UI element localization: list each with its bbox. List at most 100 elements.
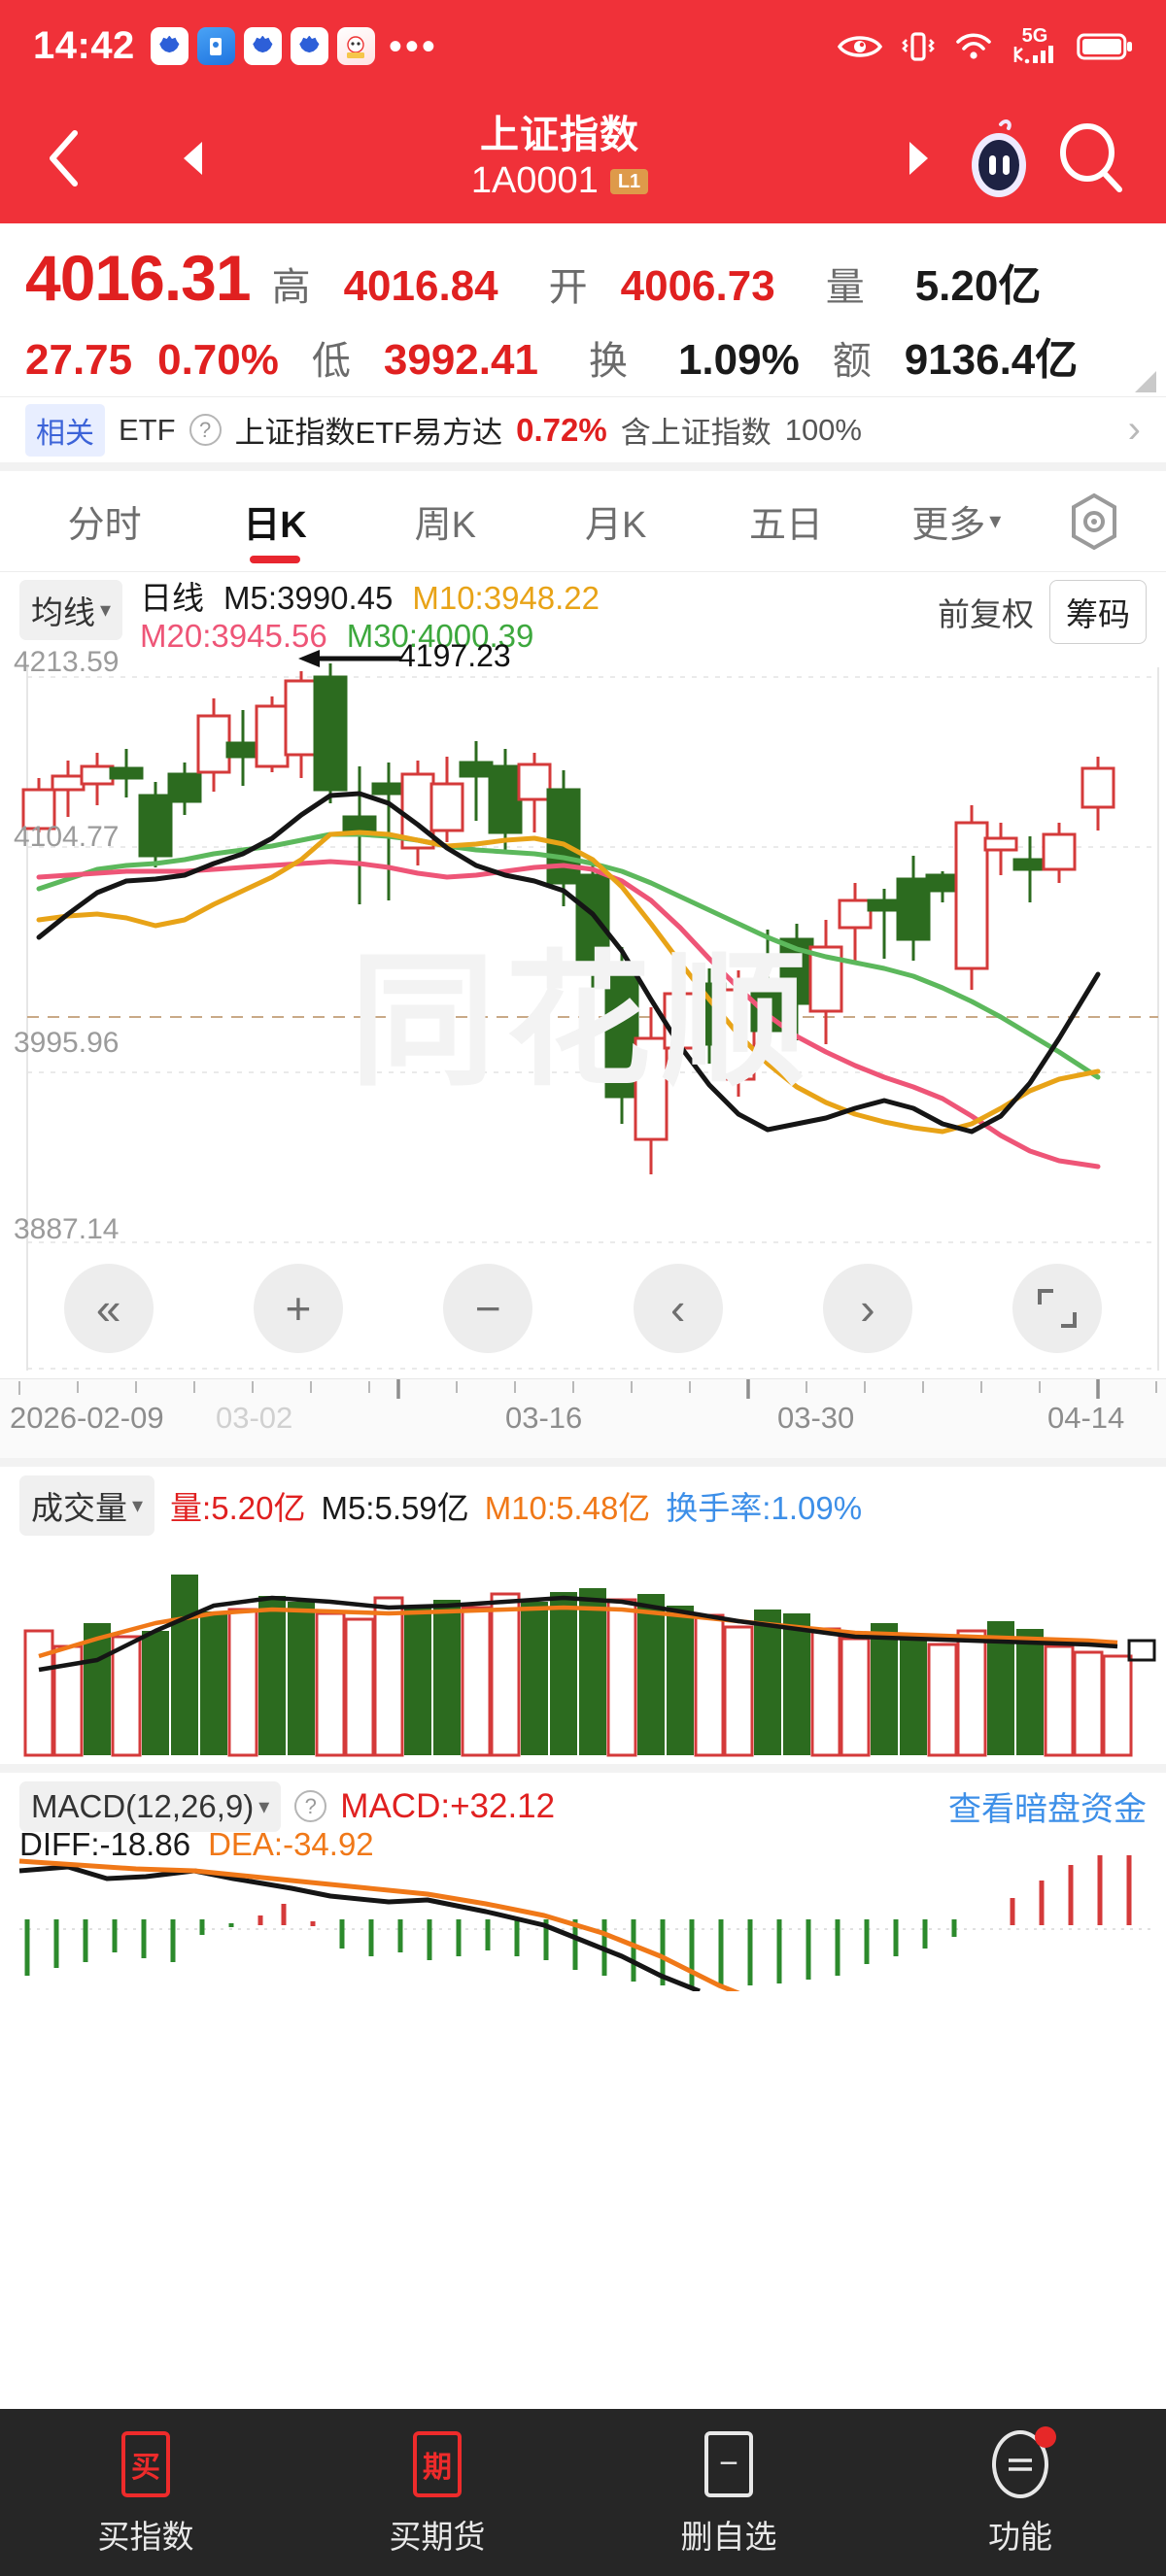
etf-name: 上证指数ETF易方达 [234,416,503,450]
chevron-left-icon [50,129,78,186]
scroll-right-button[interactable]: › [822,1263,912,1353]
period-tabs: 分时 日K 周K 月K 五日 更多 ▾ [0,471,1166,572]
arrow-left-icon [298,649,401,667]
chevron-right-icon[interactable]: › [1127,408,1141,451]
quote-row-1: 4016.31 高 4016.84 开 4006.73 量 5.20亿 [25,241,1141,315]
ma-period-label: 日线 [140,580,205,616]
macd-diff: DIFF:-18.86 [19,1825,191,1862]
ai-robot-icon [972,119,1026,197]
baidu-blue-icon [196,27,235,65]
remove-glyph: − [704,2430,753,2497]
macd-indicator-selector[interactable]: MACD(12,26,9) ▾ [19,1780,282,1832]
chevron-down-icon: ▾ [132,1492,144,1517]
status-bar: 14:42 ••• [0,0,1166,92]
candlestick-chart[interactable]: 同花顺 [0,638,1166,1450]
wifi-icon [956,32,991,59]
etf-change-percent: 0.72% [516,411,607,448]
ma-m10-value: M10:3948.22 [412,580,600,616]
open-value: 4006.73 [620,262,775,310]
app-header: 上证指数 1A0001 L1 [0,92,1166,223]
x-axis-label-3: 03-16 [505,1400,583,1435]
ma-indicator-selector[interactable]: 均线 ▾ [19,580,123,640]
low-label: 低 [311,340,351,383]
scroll-left-button[interactable]: ‹ [633,1263,723,1353]
volume-indicator-selector[interactable]: 成交量 ▾ [19,1474,155,1536]
volume-panel[interactable]: 成交量 ▾ 量:5.20亿 M5:5.59亿 M10:5.48亿 换手率:1.0… [0,1457,1166,1764]
nav-remove-watchlist[interactable]: − 删自选 [583,2428,874,2558]
volume-value: 5.20亿 [914,262,1042,310]
nav-label: 删自选 [680,2518,777,2555]
expand-handle-icon[interactable] [1135,371,1156,392]
volume-value: 量:5.20亿 [170,1489,306,1526]
tab-label: 五日 [748,505,823,546]
chevron-down-icon: ▾ [258,1793,270,1818]
tab-label: 更多 [911,505,986,546]
tab-five-day[interactable]: 五日 [701,471,871,571]
back-button[interactable] [29,128,101,188]
adjust-mode-label[interactable]: 前复权 [938,596,1034,632]
jump-first-button[interactable]: « [63,1263,154,1353]
header-title-block: 上证指数 1A0001 L1 [237,114,882,201]
quote-panel: 4016.31 高 4016.84 开 4006.73 量 5.20亿 27.7… [0,223,1166,397]
chart-settings-button[interactable] [1042,491,1147,552]
amount-value: 9136.4亿 [904,336,1079,384]
status-overflow-icon: ••• [388,24,438,68]
macd-dea: DEA:-34.92 [208,1825,374,1862]
ma-values: 日线 M5:3990.45 M10:3948.22 M20:3945.56 M3… [140,580,938,656]
nav-buy-futures[interactable]: 期 买期货 [292,2428,583,2558]
volume-header: 成交量 ▾ 量:5.20亿 M5:5.59亿 M10:5.48亿 换手率:1.0… [0,1467,1166,1538]
remove-watchlist-icon: − [701,2428,757,2500]
ma30-line [36,831,1101,1080]
search-icon [1060,122,1122,192]
status-time: 14:42 [33,24,135,67]
expand-icon [1038,1288,1078,1328]
buy-futures-icon: 期 [409,2428,465,2500]
question-icon[interactable]: ? [189,414,222,446]
prev-stock-button[interactable] [150,140,237,177]
last-price: 4016.31 [25,242,252,314]
next-stock-button[interactable] [882,140,954,177]
nav-label: 买期货 [389,2518,486,2555]
ai-assistant-button[interactable] [954,117,1044,200]
macd-chip-label: MACD(12,26,9) [31,1787,255,1824]
tab-fenshi[interactable]: 分时 [19,471,189,571]
nav-buy-index[interactable]: 买 买指数 [0,2428,292,2558]
open-label: 开 [548,266,588,309]
tab-monthly-k[interactable]: 月K [531,471,701,571]
ma10-line [36,830,1101,1135]
zoom-out-button[interactable]: − [443,1263,533,1353]
low-value: 3992.41 [383,336,538,384]
status-app-icons [150,27,375,65]
ma-chip-label: 均线 [31,594,95,630]
question-icon[interactable]: ? [294,1790,327,1823]
high-value: 4016.84 [343,262,498,310]
ma5-line [36,791,1101,1135]
etf-contains-label: 含上证指数 [620,416,772,450]
macd-histogram [18,1854,1156,1991]
macd-sub-values: DIFF:-18.86 DEA:-34.92 [0,1826,1166,1863]
date-ticks [0,1378,1166,1399]
nav-functions[interactable]: 功能 [874,2425,1166,2558]
fullscreen-button[interactable] [1012,1263,1103,1353]
related-tag: 相关 [25,403,105,457]
jd-dog-icon [336,27,375,65]
y-axis-label-2: 4104.77 [14,820,120,853]
quote-row-2: 27.75 0.70% 低 3992.41 换 1.09% 额 9136.4亿 [25,324,1141,387]
tab-weekly-k[interactable]: 周K [360,471,531,571]
search-button[interactable] [1044,121,1137,195]
dark-pool-link[interactable]: 查看暗盘资金 [948,1791,1147,1829]
volume-bars [23,1574,1156,1757]
period-high-annotation: 4197.23 [398,637,511,673]
zoom-in-button[interactable]: + [253,1263,343,1353]
hamburger-icon [1009,2457,1032,2471]
tab-more[interactable]: 更多 ▾ [872,471,1042,571]
chips-button[interactable]: 筹码 [1049,580,1147,644]
bottom-navigation: 买 买指数 期 买期货 − 删自选 [0,2409,1166,2576]
macd-panel[interactable]: MACD(12,26,9) ▾ ? MACD:+32.12 查看暗盘资金 DIF… [0,1763,1166,2409]
tab-label: 月K [584,505,647,546]
chevron-down-icon: ▾ [989,508,1002,534]
baidu-paw-icon [150,27,189,65]
tab-daily-k[interactable]: 日K [189,471,360,571]
related-etf-bar[interactable]: 相关 ETF ? 上证指数ETF易方达 0.72% 含上证指数 100% › [0,397,1166,471]
